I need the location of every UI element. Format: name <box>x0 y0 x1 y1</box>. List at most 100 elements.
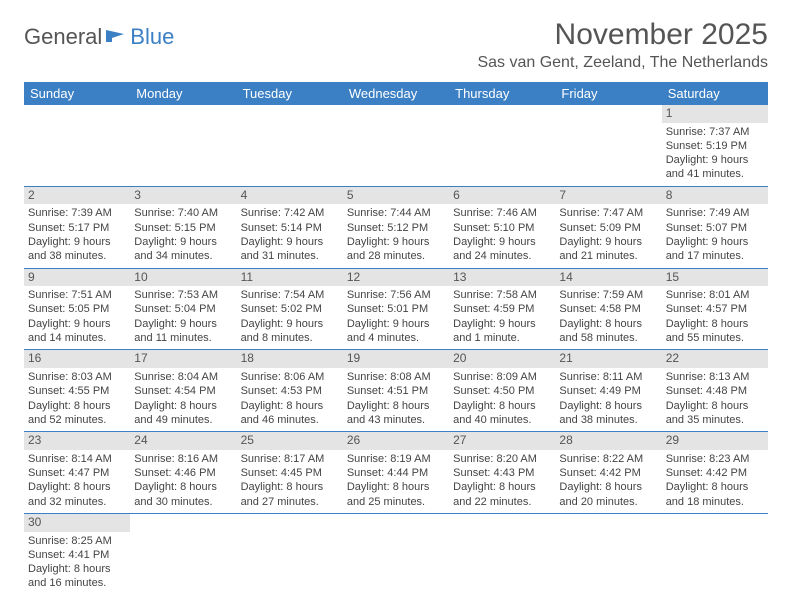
day-line: Sunset: 4:47 PM <box>28 466 126 480</box>
day-line: Sunset: 4:49 PM <box>559 384 657 398</box>
day-header: Monday <box>130 82 236 105</box>
day-line: Sunrise: 7:56 AM <box>347 288 445 302</box>
day-cell: 29Sunrise: 8:23 AMSunset: 4:42 PMDayligh… <box>662 432 768 513</box>
week-row: 9Sunrise: 7:51 AMSunset: 5:05 PMDaylight… <box>24 269 768 351</box>
day-body <box>343 534 449 538</box>
day-cell: 30Sunrise: 8:25 AMSunset: 4:41 PMDayligh… <box>24 514 130 595</box>
day-line: Sunset: 4:41 PM <box>28 548 126 562</box>
day-line: Sunrise: 7:53 AM <box>134 288 232 302</box>
day-line: Daylight: 8 hours <box>28 562 126 576</box>
day-line: Sunset: 4:57 PM <box>666 302 764 316</box>
day-line: Sunset: 5:02 PM <box>241 302 339 316</box>
day-body: Sunrise: 8:04 AMSunset: 4:54 PMDaylight:… <box>130 370 236 431</box>
day-header: Saturday <box>662 82 768 105</box>
day-cell: 7Sunrise: 7:47 AMSunset: 5:09 PMDaylight… <box>555 187 661 268</box>
day-body <box>130 125 236 129</box>
day-cell: 10Sunrise: 7:53 AMSunset: 5:04 PMDayligh… <box>130 269 236 350</box>
day-line: Sunset: 5:09 PM <box>559 221 657 235</box>
day-body: Sunrise: 8:25 AMSunset: 4:41 PMDaylight:… <box>24 534 130 595</box>
date-number: 13 <box>449 269 555 287</box>
day-line: Sunrise: 7:47 AM <box>559 206 657 220</box>
day-cell <box>130 514 236 595</box>
day-line: Daylight: 8 hours <box>347 399 445 413</box>
date-number: 26 <box>343 432 449 450</box>
day-line: and 8 minutes. <box>241 331 339 345</box>
day-body: Sunrise: 8:14 AMSunset: 4:47 PMDaylight:… <box>24 452 130 513</box>
day-header: Friday <box>555 82 661 105</box>
day-line: Sunrise: 8:19 AM <box>347 452 445 466</box>
day-cell: 19Sunrise: 8:08 AMSunset: 4:51 PMDayligh… <box>343 350 449 431</box>
day-line: and 1 minute. <box>453 331 551 345</box>
day-line: Daylight: 8 hours <box>666 317 764 331</box>
day-cell: 18Sunrise: 8:06 AMSunset: 4:53 PMDayligh… <box>237 350 343 431</box>
day-line: Daylight: 9 hours <box>134 317 232 331</box>
day-line: and 38 minutes. <box>559 413 657 427</box>
day-cell <box>449 105 555 186</box>
day-line: Daylight: 8 hours <box>28 480 126 494</box>
day-body <box>237 125 343 129</box>
date-number: 25 <box>237 432 343 450</box>
day-line: Daylight: 8 hours <box>241 399 339 413</box>
day-line: Daylight: 8 hours <box>453 399 551 413</box>
date-number: 10 <box>130 269 236 287</box>
day-body: Sunrise: 8:09 AMSunset: 4:50 PMDaylight:… <box>449 370 555 431</box>
day-cell <box>237 514 343 595</box>
day-line: Sunset: 5:15 PM <box>134 221 232 235</box>
date-number <box>343 514 449 532</box>
date-number: 16 <box>24 350 130 368</box>
day-line: Daylight: 8 hours <box>347 480 445 494</box>
day-line: and 18 minutes. <box>666 495 764 509</box>
date-number: 1 <box>662 105 768 123</box>
day-line: and 28 minutes. <box>347 249 445 263</box>
day-line: and 55 minutes. <box>666 331 764 345</box>
day-line: and 31 minutes. <box>241 249 339 263</box>
day-body <box>343 125 449 129</box>
day-line: Sunrise: 7:37 AM <box>666 125 764 139</box>
day-line: Sunrise: 8:04 AM <box>134 370 232 384</box>
day-body: Sunrise: 7:58 AMSunset: 4:59 PMDaylight:… <box>449 288 555 349</box>
date-number: 8 <box>662 187 768 205</box>
day-body <box>24 125 130 129</box>
day-line: Daylight: 9 hours <box>28 235 126 249</box>
day-body: Sunrise: 8:20 AMSunset: 4:43 PMDaylight:… <box>449 452 555 513</box>
day-line: Sunrise: 8:13 AM <box>666 370 764 384</box>
day-line: Sunrise: 7:40 AM <box>134 206 232 220</box>
day-body: Sunrise: 7:47 AMSunset: 5:09 PMDaylight:… <box>555 206 661 267</box>
day-line: and 46 minutes. <box>241 413 339 427</box>
day-line: and 11 minutes. <box>134 331 232 345</box>
day-line: Sunrise: 7:42 AM <box>241 206 339 220</box>
day-cell: 13Sunrise: 7:58 AMSunset: 4:59 PMDayligh… <box>449 269 555 350</box>
day-body: Sunrise: 8:13 AMSunset: 4:48 PMDaylight:… <box>662 370 768 431</box>
day-line: Sunrise: 7:49 AM <box>666 206 764 220</box>
day-body: Sunrise: 8:23 AMSunset: 4:42 PMDaylight:… <box>662 452 768 513</box>
day-body: Sunrise: 7:44 AMSunset: 5:12 PMDaylight:… <box>343 206 449 267</box>
week-row: 16Sunrise: 8:03 AMSunset: 4:55 PMDayligh… <box>24 350 768 432</box>
day-body: Sunrise: 7:40 AMSunset: 5:15 PMDaylight:… <box>130 206 236 267</box>
day-line: Sunset: 5:14 PM <box>241 221 339 235</box>
week-row: 2Sunrise: 7:39 AMSunset: 5:17 PMDaylight… <box>24 187 768 269</box>
date-number: 20 <box>449 350 555 368</box>
day-cell <box>662 514 768 595</box>
day-line: Sunset: 5:17 PM <box>28 221 126 235</box>
day-line: and 14 minutes. <box>28 331 126 345</box>
day-line: Daylight: 9 hours <box>347 235 445 249</box>
day-cell: 8Sunrise: 7:49 AMSunset: 5:07 PMDaylight… <box>662 187 768 268</box>
date-number <box>555 105 661 123</box>
day-body: Sunrise: 7:49 AMSunset: 5:07 PMDaylight:… <box>662 206 768 267</box>
day-line: Sunrise: 7:51 AM <box>28 288 126 302</box>
day-body: Sunrise: 7:59 AMSunset: 4:58 PMDaylight:… <box>555 288 661 349</box>
day-header: Tuesday <box>237 82 343 105</box>
day-cell: 27Sunrise: 8:20 AMSunset: 4:43 PMDayligh… <box>449 432 555 513</box>
date-number: 2 <box>24 187 130 205</box>
day-line: Sunrise: 8:08 AM <box>347 370 445 384</box>
page-header: General Blue November 2025 Sas van Gent,… <box>24 18 768 72</box>
day-line: and 22 minutes. <box>453 495 551 509</box>
day-body: Sunrise: 7:39 AMSunset: 5:17 PMDaylight:… <box>24 206 130 267</box>
date-number: 15 <box>662 269 768 287</box>
day-line: Sunrise: 7:44 AM <box>347 206 445 220</box>
day-line: Sunset: 5:01 PM <box>347 302 445 316</box>
date-number: 17 <box>130 350 236 368</box>
day-line: Sunset: 5:05 PM <box>28 302 126 316</box>
day-line: Daylight: 9 hours <box>28 317 126 331</box>
calendar: SundayMondayTuesdayWednesdayThursdayFrid… <box>24 82 768 595</box>
